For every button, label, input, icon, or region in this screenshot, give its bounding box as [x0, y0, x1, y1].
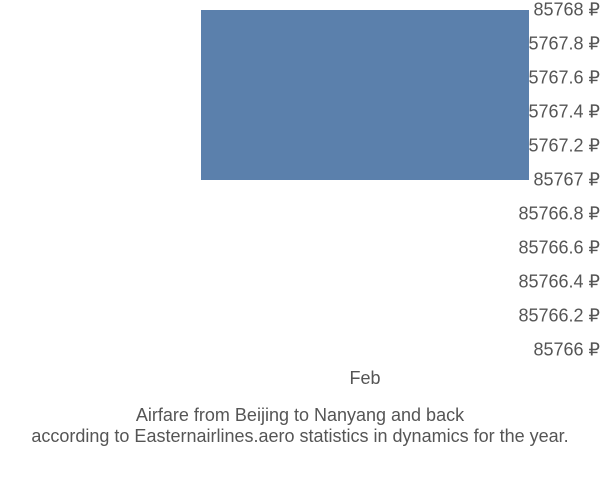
y-tick-label: 85766.8 ₽	[455, 204, 600, 225]
bar	[201, 10, 529, 180]
y-tick-label: 85766.2 ₽	[455, 306, 600, 327]
caption-line: according to Easternairlines.aero statis…	[0, 426, 600, 447]
airfare-chart: 85768 ₽85767.8 ₽85767.6 ₽85767.4 ₽85767.…	[0, 0, 600, 500]
chart-caption: Airfare from Beijing to Nanyang and back…	[0, 405, 600, 447]
caption-line: Airfare from Beijing to Nanyang and back	[0, 405, 600, 426]
y-tick-label: 85766 ₽	[455, 340, 600, 361]
y-tick-label: 85766.4 ₽	[455, 272, 600, 293]
x-tick-label: Feb	[349, 368, 380, 389]
y-tick-label: 85766.6 ₽	[455, 238, 600, 259]
